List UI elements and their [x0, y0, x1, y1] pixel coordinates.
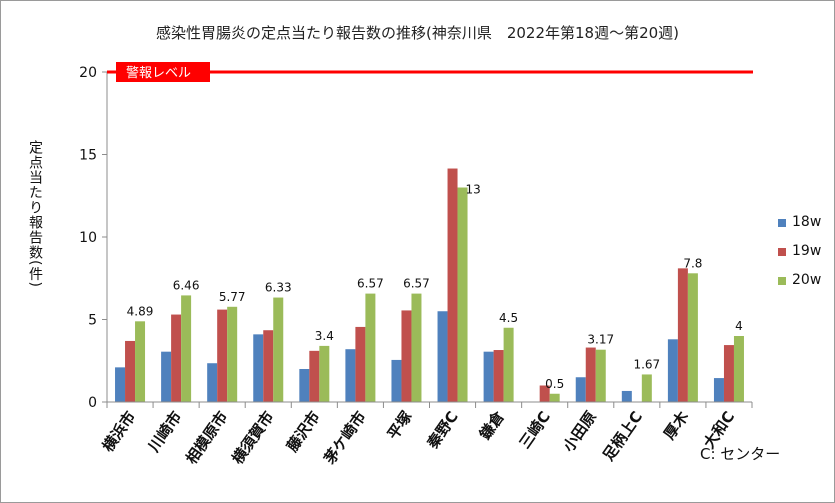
bar-19w — [309, 350, 320, 402]
y-tick-label: 15 — [79, 148, 97, 164]
data-label: 4.5 — [499, 311, 518, 325]
bar-19w — [355, 326, 366, 402]
bar-20w — [273, 297, 284, 402]
bar-18w — [483, 351, 494, 402]
y-tick-label: 20 — [79, 65, 97, 81]
bar-19w — [217, 309, 228, 402]
data-label: 4.89 — [127, 304, 154, 318]
bar-18w — [207, 363, 218, 402]
bar-20w — [549, 393, 560, 402]
bar-20w — [457, 187, 468, 402]
bar-20w — [503, 327, 514, 402]
bar-20w — [641, 374, 652, 402]
bar-18w — [391, 359, 402, 402]
x-tick-label: 三崎C — [516, 408, 554, 452]
bar-18w — [161, 351, 172, 402]
y-tick-label: 0 — [88, 395, 97, 411]
bar-19w — [263, 330, 274, 402]
data-label: 7.8 — [683, 256, 702, 270]
bar-19w — [539, 385, 550, 402]
x-tick-label: 秦野C — [423, 408, 462, 453]
bar-19w — [447, 168, 458, 402]
legend-swatch-19w — [778, 248, 786, 256]
data-label: 6.57 — [403, 277, 430, 291]
bar-19w — [125, 340, 136, 402]
chart-title: 感染性胃腸炎の定点当たり報告数の推移(神奈川県 2022年第18週～第20週) — [155, 24, 680, 42]
data-label: 13 — [466, 183, 481, 197]
legend-label-20w: 20w — [792, 272, 822, 288]
legend-swatch-18w — [778, 219, 786, 227]
bar-19w — [401, 310, 412, 402]
bar-18w — [713, 378, 724, 402]
alert-level-badge — [116, 62, 210, 82]
x-tick-label: 横須賀市 — [228, 408, 277, 467]
bar-20w — [181, 295, 192, 402]
bar-18w — [345, 349, 356, 402]
x-tick-label: 足柄上C — [599, 408, 646, 464]
x-tick-label: 藤沢市 — [283, 408, 324, 455]
data-label: 3.4 — [315, 329, 334, 343]
bar-20w — [733, 336, 744, 402]
bar-19w — [677, 268, 688, 402]
bar-19w — [723, 345, 734, 402]
y-tick-label: 5 — [88, 313, 97, 329]
x-tick-label: 茅ケ崎市 — [321, 408, 370, 467]
x-tick-label: 平塚 — [384, 408, 416, 443]
data-label: 5.77 — [219, 290, 246, 304]
x-tick-label: 川崎市 — [144, 408, 185, 456]
bar-20w — [135, 321, 146, 402]
bar-18w — [115, 367, 126, 402]
bar-18w — [299, 369, 310, 402]
data-label: 6.57 — [357, 277, 384, 291]
bar-18w — [667, 339, 678, 402]
data-label: 1.67 — [633, 357, 660, 371]
bar-20w — [365, 293, 376, 402]
bar-19w — [585, 347, 596, 402]
data-label: 4 — [735, 319, 743, 333]
bar-19w — [493, 350, 504, 402]
legend-label-19w: 19w — [792, 243, 822, 259]
data-label: 0.5 — [545, 377, 564, 391]
bar-20w — [411, 293, 422, 402]
bar-20w — [687, 273, 698, 402]
bar-19w — [171, 314, 182, 402]
data-label: 6.46 — [173, 278, 200, 292]
bar-18w — [253, 334, 264, 402]
bar-20w — [227, 306, 238, 402]
legend-swatch-20w — [778, 277, 786, 285]
x-tick-label: 鎌倉 — [475, 407, 508, 444]
bar-18w — [437, 311, 448, 402]
data-label: 3.17 — [587, 333, 614, 347]
bar-18w — [575, 377, 586, 402]
x-tick-label: 相模原市 — [182, 408, 231, 467]
bar-20w — [319, 345, 330, 402]
y-tick-label: 10 — [79, 230, 97, 246]
bar-18w — [621, 390, 632, 402]
data-label: 6.33 — [265, 281, 292, 295]
bar-20w — [595, 349, 606, 402]
alert-level-label: 警報レベル — [126, 65, 191, 81]
x-tick-label: 横浜市 — [99, 408, 140, 455]
x-tick-label: 厚木 — [660, 407, 693, 443]
x-tick-label: 小田原 — [559, 408, 600, 455]
y-axis-label: 定点当たり報告数(件) — [27, 140, 43, 288]
footnote-center: C: センター — [700, 445, 781, 463]
legend-label-18w: 18w — [792, 214, 822, 230]
